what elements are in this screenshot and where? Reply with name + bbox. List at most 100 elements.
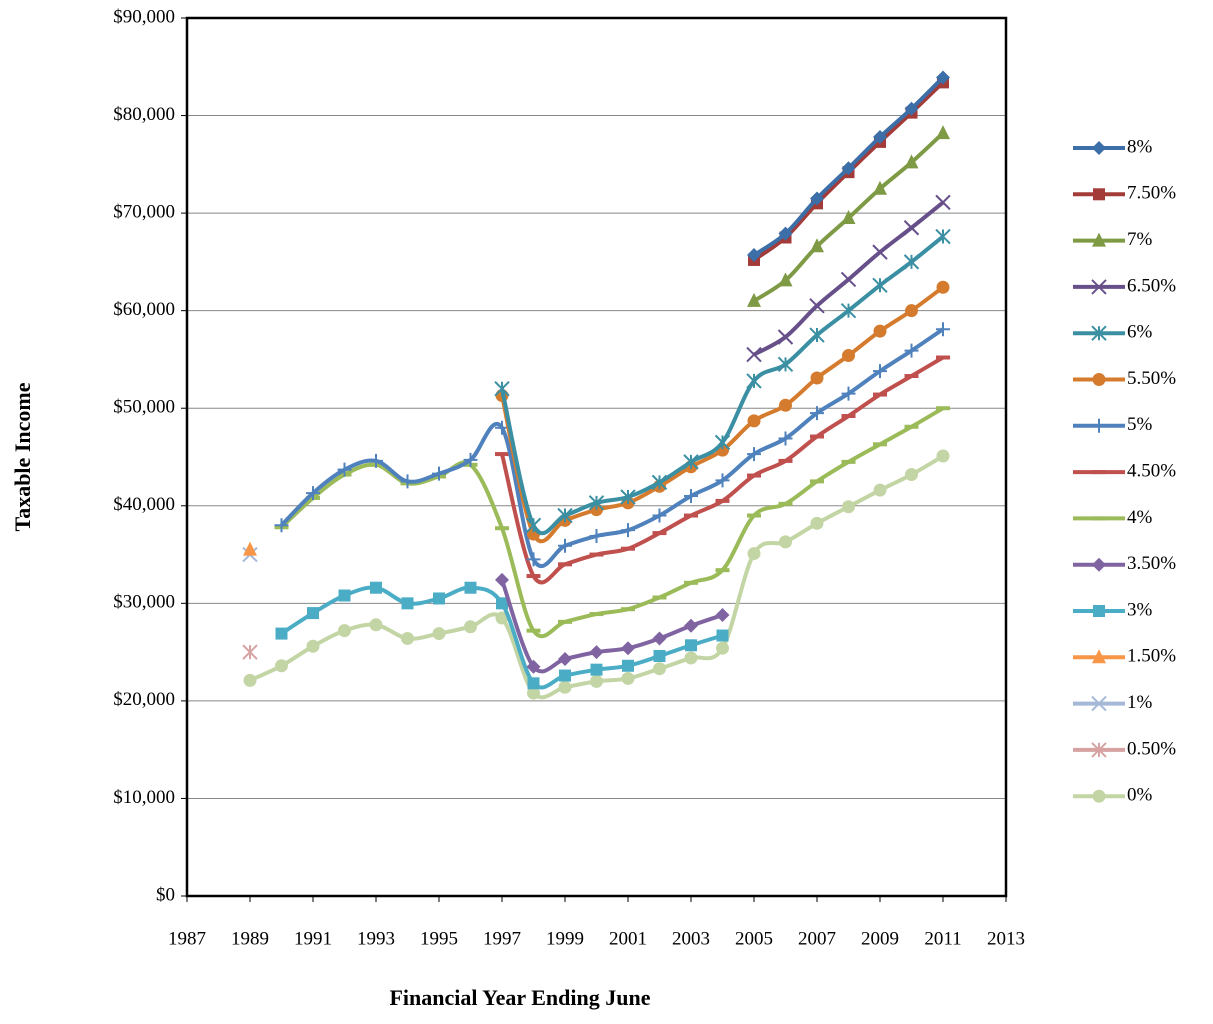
marker [274, 518, 289, 533]
marker [715, 608, 730, 623]
legend-label: 8% [1127, 136, 1153, 157]
x-tick-label: 2007 [798, 928, 836, 949]
y-tick-label: $70,000 [113, 201, 175, 222]
y-tick-label: $20,000 [113, 689, 175, 710]
marker [275, 627, 288, 640]
marker [810, 191, 824, 206]
legend-marker [1091, 695, 1107, 712]
marker [872, 244, 888, 260]
marker [306, 639, 320, 653]
legend-marker [1092, 141, 1106, 155]
series-line [249, 454, 945, 700]
legend-item: 1% [1073, 692, 1153, 713]
marker [557, 507, 573, 524]
marker [842, 500, 855, 514]
y-tick-label: $10,000 [113, 787, 175, 808]
marker [432, 627, 446, 641]
x-tick-label: 1995 [420, 928, 458, 949]
marker [905, 468, 918, 482]
marker [810, 371, 824, 385]
legend-marker [1092, 418, 1106, 433]
marker [494, 381, 510, 397]
marker [338, 589, 351, 602]
legend-marker [1091, 279, 1107, 295]
marker [904, 154, 919, 169]
x-tick-label: 2011 [924, 928, 961, 949]
plot-frame [185, 16, 1008, 898]
x-tick-label: 1999 [546, 928, 584, 949]
x-tick-label: 1989 [231, 928, 269, 949]
marker [936, 280, 950, 294]
marker [684, 489, 698, 504]
marker [370, 581, 382, 594]
marker [433, 592, 445, 605]
marker [651, 474, 668, 491]
x-tick-label: 2005 [735, 928, 773, 949]
legend-item: 4% [1073, 507, 1153, 528]
legend-item: 3% [1073, 599, 1153, 620]
legend-label: 6% [1127, 322, 1153, 343]
marker [873, 364, 887, 379]
marker [779, 398, 792, 412]
marker [936, 322, 950, 337]
legend-item: 7.50% [1073, 183, 1176, 204]
marker [747, 414, 761, 428]
marker [590, 674, 603, 688]
marker [777, 329, 794, 345]
marker [653, 662, 666, 676]
x-tick-label: 2003 [672, 928, 710, 949]
marker [464, 620, 477, 634]
legend-label: 3.50% [1127, 553, 1176, 574]
legend-label: 0% [1127, 785, 1153, 806]
marker [809, 298, 825, 314]
marker [778, 226, 793, 241]
marker [589, 529, 604, 544]
marker [525, 517, 542, 533]
marker [810, 406, 824, 421]
marker [746, 346, 762, 363]
x-tick-label: 2013 [987, 928, 1025, 949]
marker [684, 618, 698, 633]
legend-marker [1091, 325, 1107, 341]
legend-item: 6% [1073, 322, 1153, 343]
marker [747, 547, 761, 561]
marker [936, 125, 950, 140]
legend-item: 8% [1073, 136, 1153, 157]
marker [337, 462, 352, 477]
legend-item: 0.50% [1073, 738, 1176, 759]
legend-item: 0% [1073, 785, 1153, 806]
marker [588, 495, 605, 511]
legend-marker [1092, 649, 1106, 664]
marker [873, 180, 887, 195]
legend-item: 6.50% [1073, 275, 1176, 296]
legend-label: 4% [1127, 507, 1153, 528]
marker [904, 343, 919, 358]
marker [621, 641, 635, 656]
marker [369, 453, 383, 468]
legend-label: 4.50% [1127, 460, 1176, 481]
marker [777, 356, 794, 373]
marker [683, 454, 699, 470]
legend-label: 0.50% [1127, 738, 1176, 759]
marker [873, 483, 887, 497]
marker [558, 651, 572, 666]
marker [935, 228, 951, 245]
marker [905, 304, 918, 318]
marker [903, 220, 920, 236]
marker [747, 292, 761, 307]
marker [714, 434, 731, 451]
y-tick-label: $30,000 [113, 592, 175, 613]
marker [936, 449, 950, 463]
legend-marker [1092, 232, 1106, 247]
x-axis-title: Financial Year Ending June [389, 985, 650, 1010]
y-tick-label: $90,000 [113, 6, 175, 27]
marker [243, 673, 257, 687]
marker [622, 659, 634, 672]
x-tick-label: 2001 [609, 928, 647, 949]
marker [495, 611, 509, 625]
marker [526, 659, 541, 674]
legend-marker [1092, 557, 1106, 572]
legend-label: 5% [1127, 414, 1153, 435]
marker [873, 324, 887, 338]
